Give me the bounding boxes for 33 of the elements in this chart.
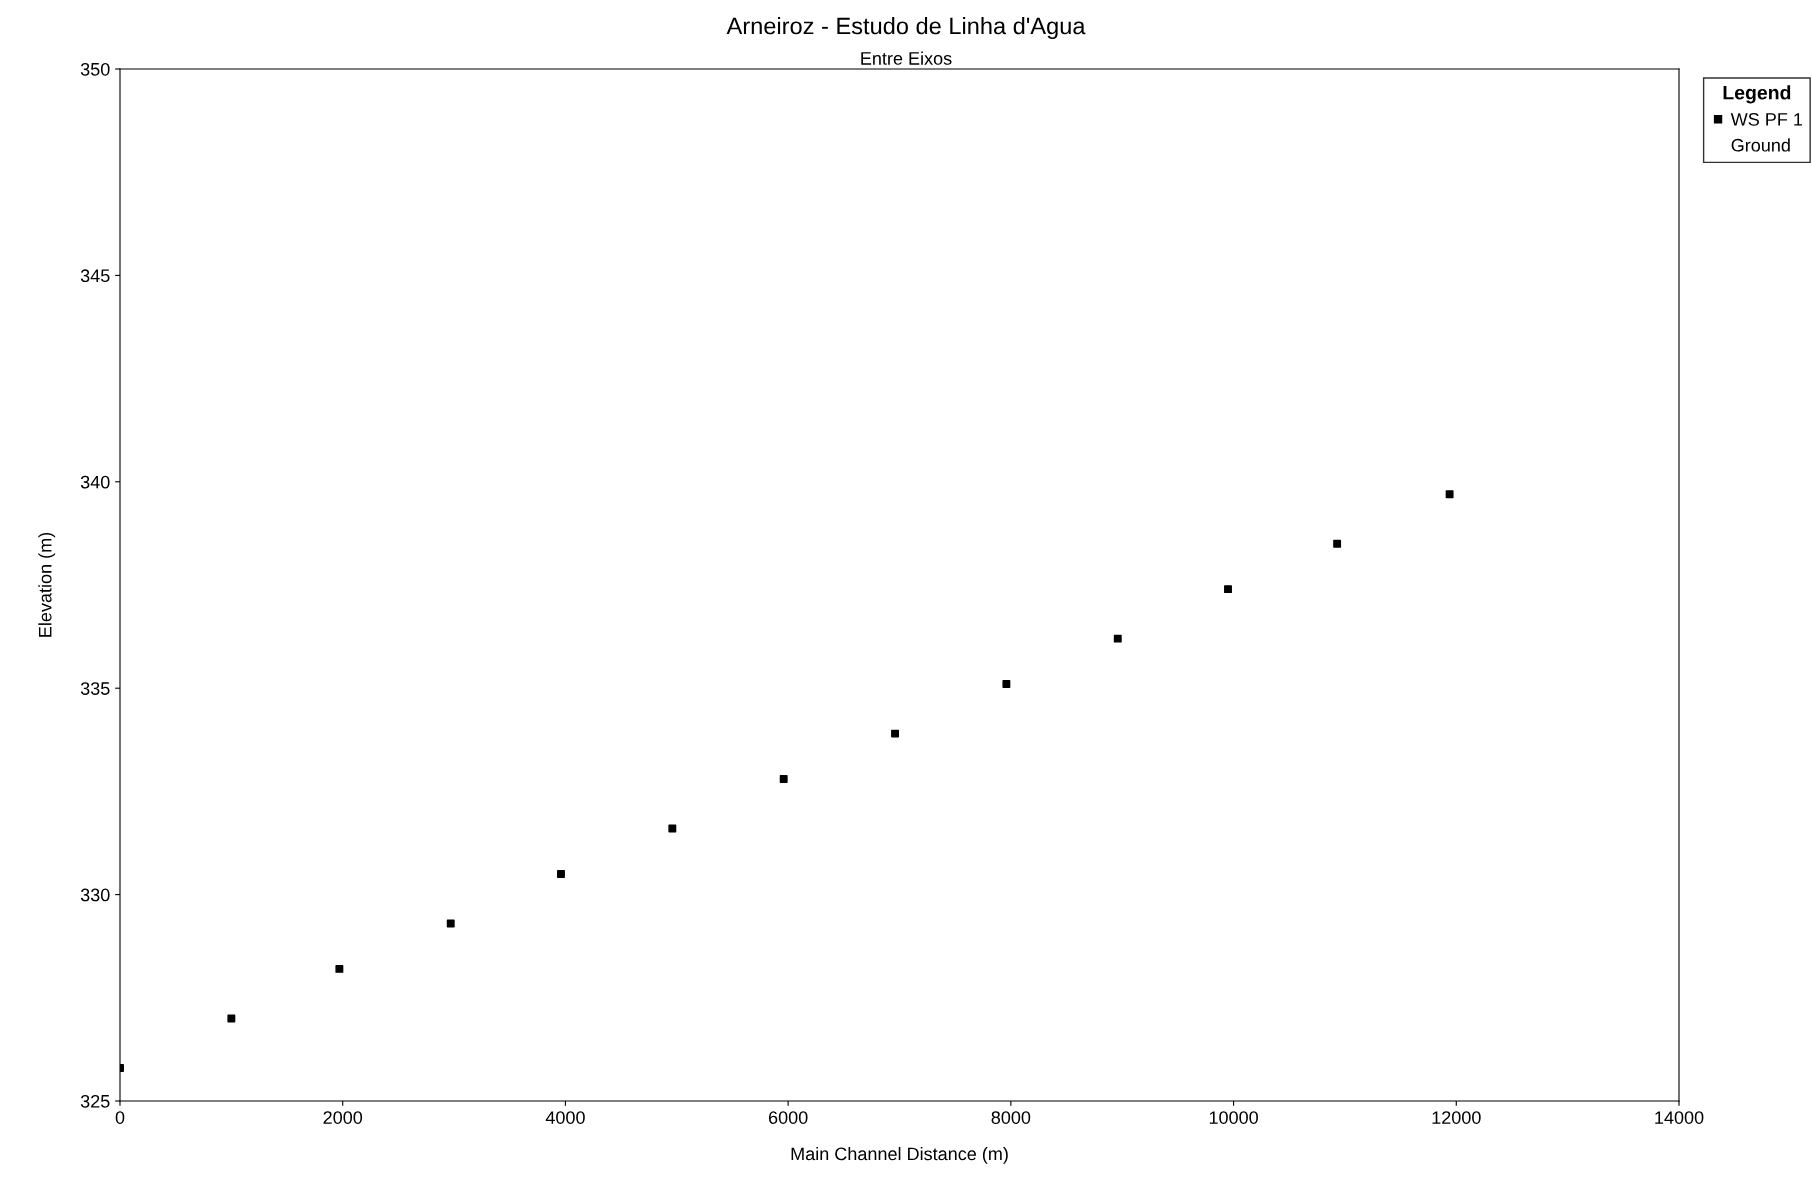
chart-title: Arneiroz - Estudo de Linha d'Agua [726,17,1086,40]
x-tick-label: 12000 [1432,1111,1481,1124]
x-axis-title: Main Channel Distance (m) [791,1147,1008,1164]
y-tick-label: 340 [80,475,110,489]
point [446,919,455,928]
chart-subtitle: Entre Eixos [861,51,952,65]
x-tick-label: 2000 [323,1111,363,1124]
point [557,870,565,878]
point [668,824,677,833]
legend-label: WS PF 1 [1730,112,1803,126]
x-tick-label: 6000 [768,1111,808,1124]
point [1113,634,1122,643]
point [1333,539,1342,548]
y-tick-label: 325 [80,1094,110,1108]
point [227,1014,236,1023]
y-tick-label: 330 [80,888,110,902]
legend-title: Legend [1723,85,1791,104]
point [1002,680,1011,689]
point [1445,490,1454,499]
y-tick-label: 350 [80,62,110,76]
point [779,775,788,783]
y-tick-label: 345 [80,269,110,283]
legend-label: Ground [1731,138,1790,152]
x-tick-label: 0 [115,1111,125,1124]
x-tick-label: 10000 [1209,1111,1258,1124]
y-axis-title: Elevation (m) [38,532,56,637]
x-tick-label: 8000 [991,1111,1031,1124]
x-tick-label: 14000 [1655,1111,1704,1124]
x-tick-label: 4000 [545,1111,585,1124]
point [1224,585,1232,594]
point [335,964,344,973]
y-tick-label: 335 [80,682,110,695]
point [891,729,899,738]
